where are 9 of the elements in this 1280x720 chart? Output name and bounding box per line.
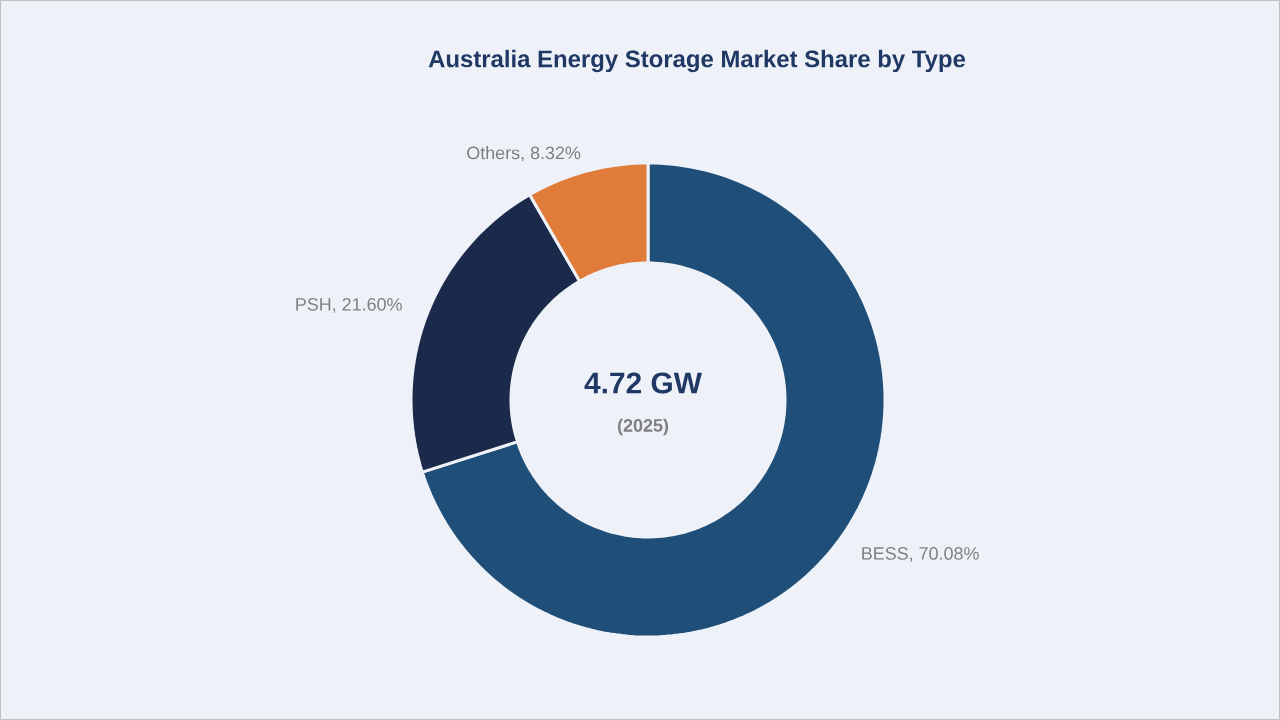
slice-label: BESS <box>862 547 908 560</box>
text: (2025) <box>617 418 669 436</box>
slice-label: Others <box>467 146 520 160</box>
data-label: , 70.08% <box>910 547 979 562</box>
data-label: , 8.32% <box>521 146 581 162</box>
text: 4.72 GW <box>584 372 702 394</box>
slice-label: PSH <box>296 297 331 311</box>
chart-title: Australia Energy Storage Market Share by Type <box>428 49 966 73</box>
data-label: , 21.60% <box>333 297 402 313</box>
